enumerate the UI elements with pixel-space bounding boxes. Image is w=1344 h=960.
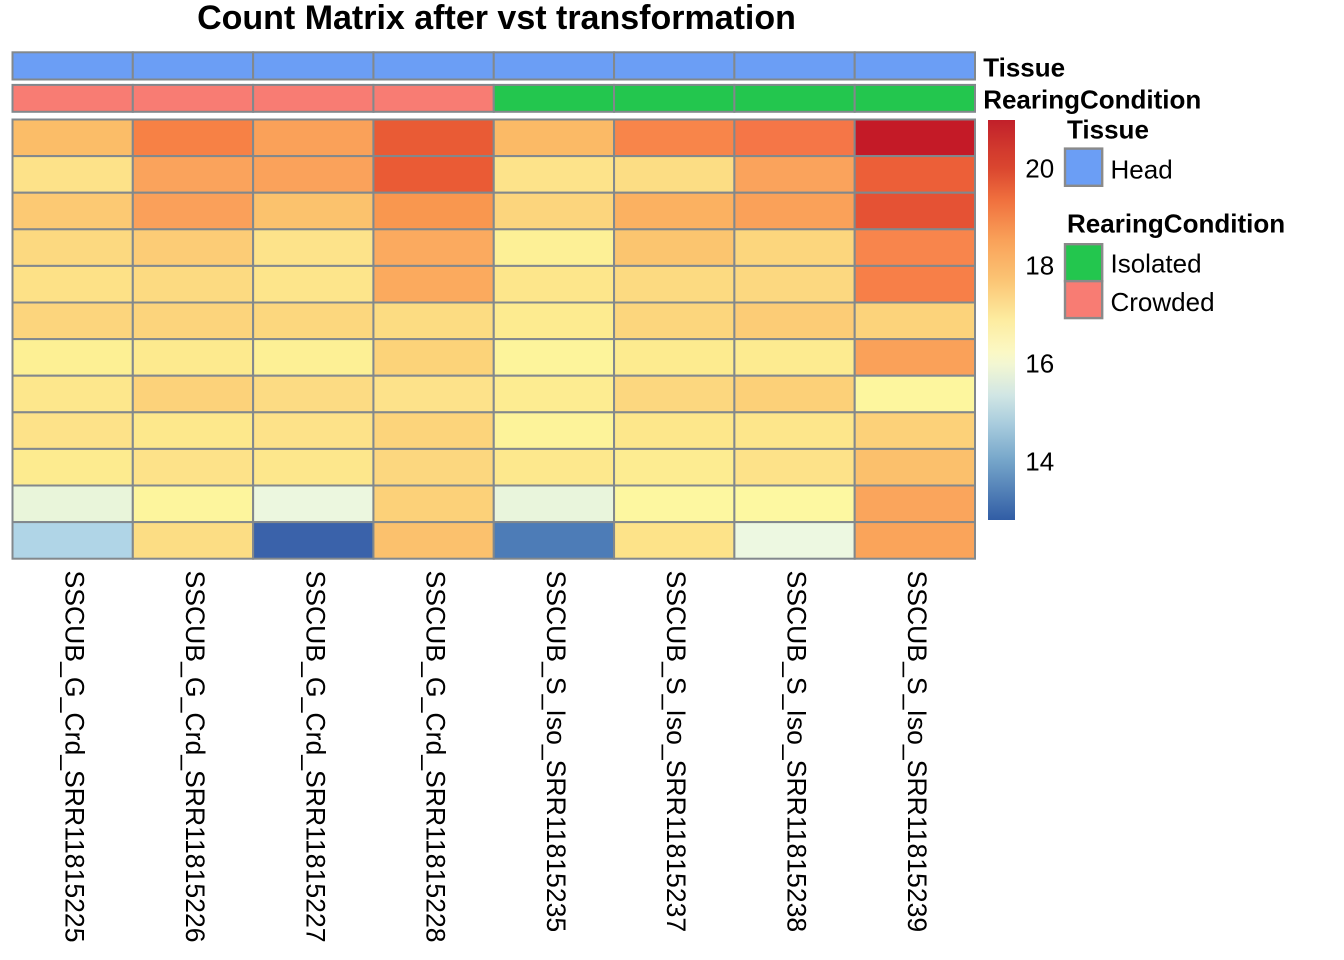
svg-text:18: 18 — [1025, 251, 1054, 281]
svg-text:SSCUB_G_Crd_SRR11815228: SSCUB_G_Crd_SRR11815228 — [421, 571, 451, 943]
svg-text:Head: Head — [1111, 154, 1173, 184]
svg-text:SSCUB_G_Crd_SRR11815227: SSCUB_G_Crd_SRR11815227 — [300, 571, 330, 943]
svg-text:SSCUB_S_Iso_SRR11815235: SSCUB_S_Iso_SRR11815235 — [541, 571, 571, 933]
svg-text:Crowded: Crowded — [1111, 287, 1215, 317]
svg-text:14: 14 — [1025, 447, 1054, 477]
svg-text:RearingCondition: RearingCondition — [1067, 209, 1285, 239]
svg-text:SSCUB_S_Iso_SRR11815237: SSCUB_S_Iso_SRR11815237 — [661, 571, 691, 933]
svg-text:Isolated: Isolated — [1111, 249, 1202, 279]
svg-text:Tissue: Tissue — [983, 53, 1065, 83]
svg-text:SSCUB_S_Iso_SRR11815239: SSCUB_S_Iso_SRR11815239 — [902, 571, 932, 933]
svg-text:RearingCondition: RearingCondition — [983, 84, 1201, 114]
svg-text:Tissue: Tissue — [1067, 115, 1149, 145]
svg-text:16: 16 — [1025, 349, 1054, 379]
svg-text:SSCUB_G_Crd_SRR11815225: SSCUB_G_Crd_SRR11815225 — [60, 571, 90, 943]
svg-text:SSCUB_G_Crd_SRR11815226: SSCUB_G_Crd_SRR11815226 — [180, 571, 210, 943]
svg-text:SSCUB_S_Iso_SRR11815238: SSCUB_S_Iso_SRR11815238 — [782, 571, 812, 933]
svg-text:20: 20 — [1025, 154, 1054, 184]
svg-text:Count Matrix after vst transfo: Count Matrix after vst transformation — [197, 0, 796, 37]
